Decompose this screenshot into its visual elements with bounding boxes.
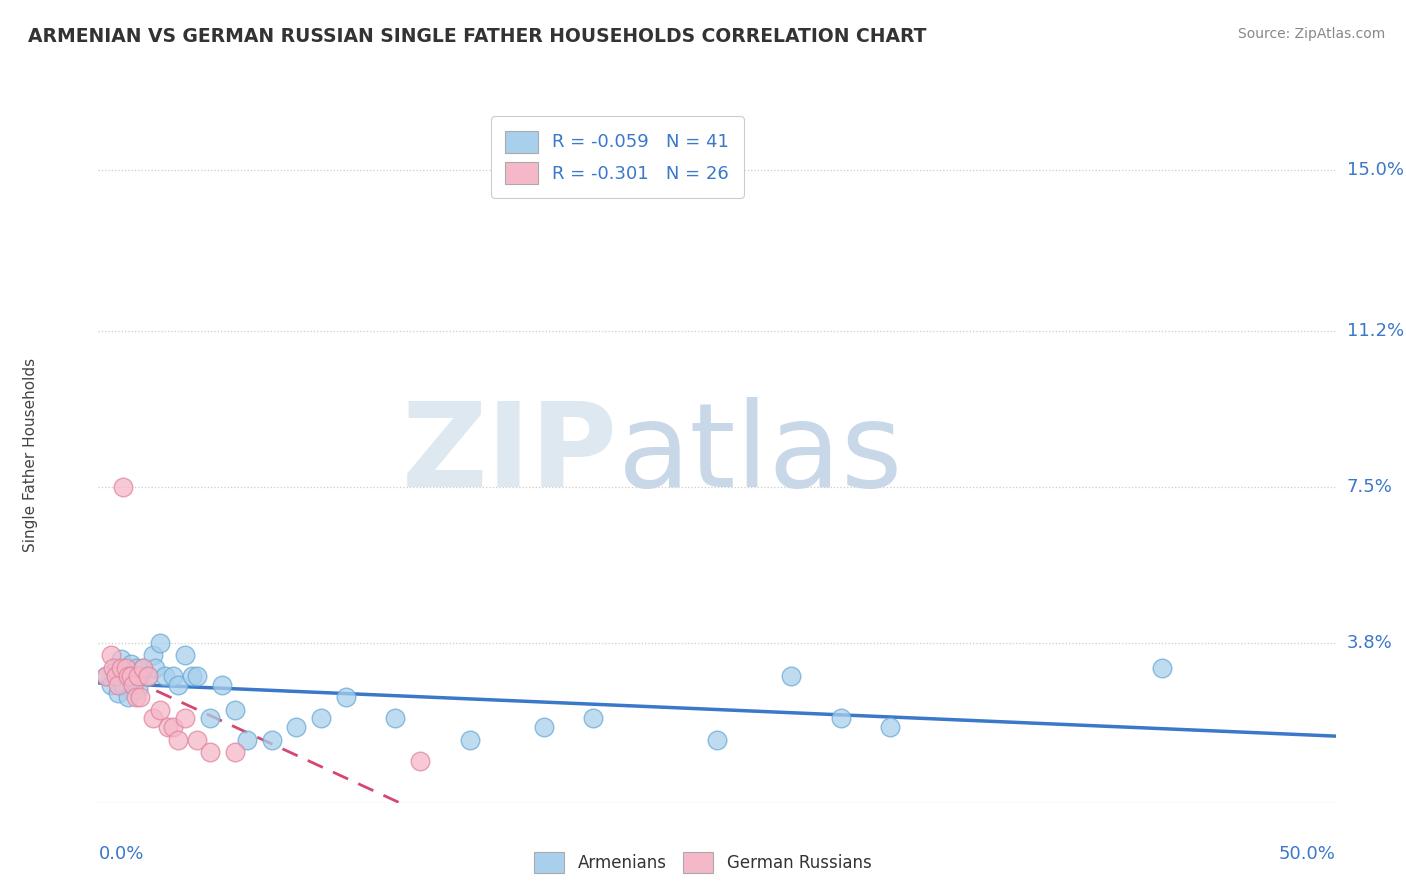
- Point: [236, 732, 259, 747]
- Point: [309, 711, 332, 725]
- Legend: R = -0.059   N = 41, R = -0.301   N = 26: R = -0.059 N = 41, R = -0.301 N = 26: [491, 116, 744, 198]
- Point: [1152, 661, 1174, 675]
- Point: [104, 661, 127, 675]
- Point: [384, 711, 406, 725]
- Text: Source: ZipAtlas.com: Source: ZipAtlas.com: [1237, 27, 1385, 41]
- Point: [117, 690, 139, 705]
- Text: ZIP: ZIP: [402, 398, 619, 512]
- Point: [120, 669, 142, 683]
- Point: [166, 732, 188, 747]
- Point: [181, 669, 204, 683]
- Point: [107, 686, 129, 700]
- Point: [198, 745, 221, 759]
- Point: [142, 648, 165, 663]
- Point: [124, 661, 146, 675]
- Point: [533, 720, 555, 734]
- Point: [114, 661, 136, 675]
- Point: [224, 703, 246, 717]
- Text: 3.8%: 3.8%: [1347, 633, 1392, 651]
- Point: [129, 669, 152, 683]
- Point: [174, 648, 197, 663]
- Point: [100, 648, 122, 663]
- Text: Single Father Households: Single Father Households: [22, 358, 38, 552]
- Text: 11.2%: 11.2%: [1347, 321, 1405, 340]
- Point: [94, 669, 117, 683]
- Point: [117, 669, 139, 683]
- Point: [110, 661, 132, 675]
- Text: 7.5%: 7.5%: [1347, 477, 1393, 496]
- Point: [582, 711, 605, 725]
- Point: [112, 678, 135, 692]
- Point: [112, 479, 135, 493]
- Point: [120, 657, 142, 671]
- Point: [142, 711, 165, 725]
- Point: [830, 711, 852, 725]
- Point: [186, 732, 208, 747]
- Point: [879, 720, 901, 734]
- Point: [110, 652, 132, 666]
- Point: [107, 678, 129, 692]
- Point: [409, 754, 432, 768]
- Point: [224, 745, 246, 759]
- Point: [706, 732, 728, 747]
- Point: [132, 661, 155, 675]
- Point: [114, 669, 136, 683]
- Point: [143, 661, 166, 675]
- Point: [149, 703, 172, 717]
- Point: [149, 635, 172, 649]
- Text: 15.0%: 15.0%: [1347, 161, 1403, 179]
- Point: [260, 732, 283, 747]
- Point: [103, 661, 125, 675]
- Text: ARMENIAN VS GERMAN RUSSIAN SINGLE FATHER HOUSEHOLDS CORRELATION CHART: ARMENIAN VS GERMAN RUSSIAN SINGLE FATHER…: [28, 27, 927, 45]
- Legend: Armenians, German Russians: Armenians, German Russians: [527, 846, 879, 880]
- Point: [162, 669, 184, 683]
- Point: [174, 711, 197, 725]
- Point: [136, 669, 159, 683]
- Point: [162, 720, 184, 734]
- Point: [94, 669, 117, 683]
- Point: [136, 669, 159, 683]
- Point: [122, 678, 145, 692]
- Point: [458, 732, 481, 747]
- Text: atlas: atlas: [619, 398, 904, 512]
- Point: [198, 711, 221, 725]
- Point: [285, 720, 308, 734]
- Point: [780, 669, 803, 683]
- Point: [132, 661, 155, 675]
- Point: [127, 681, 149, 696]
- Point: [122, 678, 145, 692]
- Point: [127, 669, 149, 683]
- Text: 0.0%: 0.0%: [98, 845, 143, 863]
- Point: [156, 720, 179, 734]
- Point: [211, 678, 233, 692]
- Point: [155, 669, 177, 683]
- Point: [124, 690, 146, 705]
- Point: [186, 669, 208, 683]
- Point: [166, 678, 188, 692]
- Point: [100, 678, 122, 692]
- Point: [129, 690, 152, 705]
- Text: 50.0%: 50.0%: [1279, 845, 1336, 863]
- Point: [335, 690, 357, 705]
- Point: [104, 669, 127, 683]
